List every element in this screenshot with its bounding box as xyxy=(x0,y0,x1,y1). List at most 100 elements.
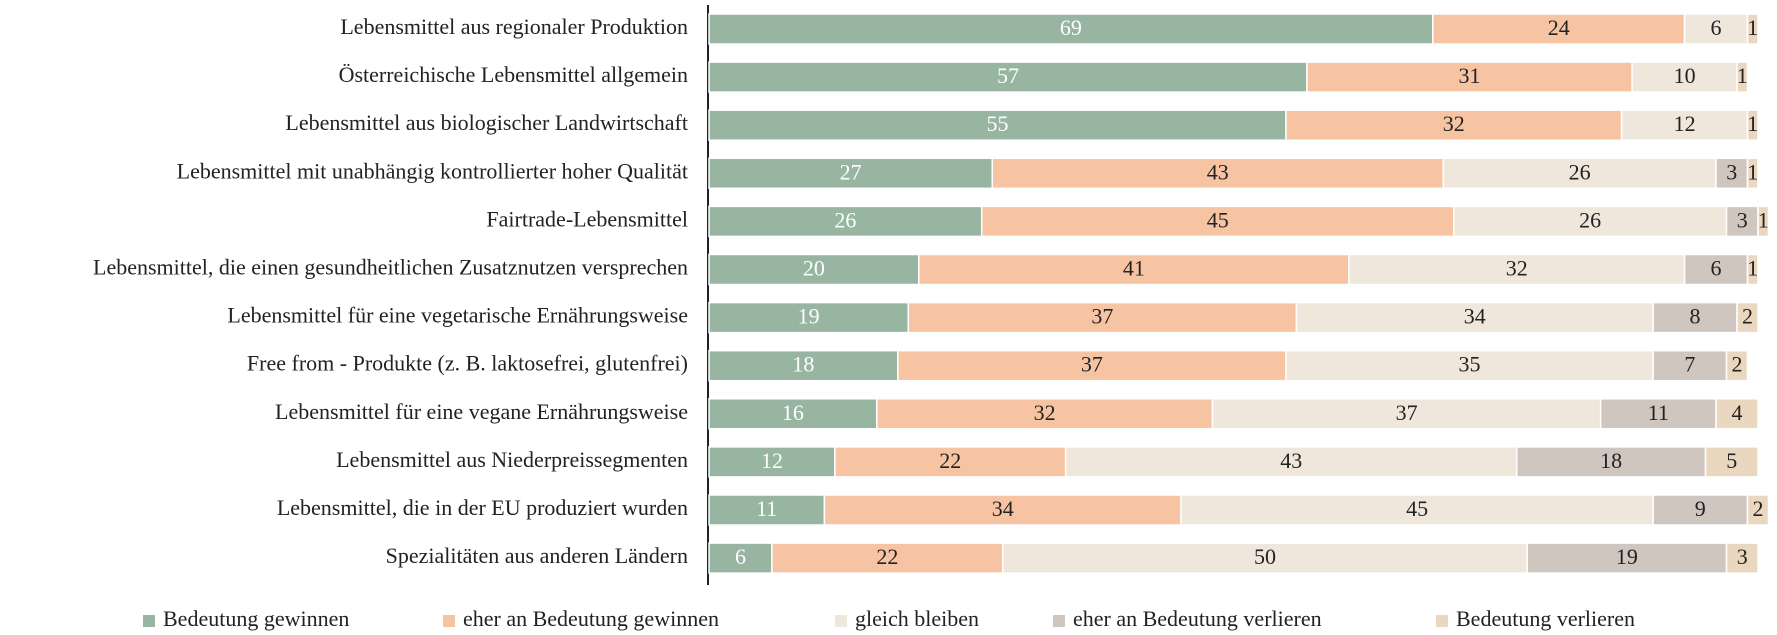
bar-segment xyxy=(1001,542,1528,574)
category-label: Lebensmittel für eine vegane Ernährungsw… xyxy=(275,399,688,424)
legend-label: eher an Bedeutung verlieren xyxy=(1073,606,1322,631)
value-label: 4 xyxy=(1732,400,1743,425)
bar-segment xyxy=(1683,253,1749,286)
bar-segment xyxy=(897,349,1287,382)
bar-segment xyxy=(834,446,1067,478)
legend-swatch xyxy=(1053,615,1065,627)
bar-segment xyxy=(1620,109,1749,141)
value-label: 24 xyxy=(1548,15,1570,40)
value-label: 22 xyxy=(876,544,898,569)
value-label: 26 xyxy=(1569,159,1591,184)
bar-segment xyxy=(708,446,836,478)
category-label: Lebensmittel aus biologischer Landwirtsc… xyxy=(285,110,688,135)
value-label: 10 xyxy=(1674,63,1696,88)
bar-segment xyxy=(1746,157,1759,190)
bar-segment xyxy=(980,205,1455,238)
bar-segment xyxy=(1285,109,1623,141)
bar-segment xyxy=(708,61,1308,93)
bar-segment xyxy=(1599,398,1717,430)
value-label: 1 xyxy=(1747,159,1758,184)
bar-segment xyxy=(991,157,1445,190)
value-label: 6 xyxy=(735,544,746,569)
value-label: 26 xyxy=(834,207,856,232)
bar-segment xyxy=(1515,446,1707,478)
bar-segment xyxy=(1725,349,1749,382)
bar-segment xyxy=(1631,61,1738,93)
bar-segment xyxy=(1442,157,1717,190)
bar-segment xyxy=(1453,205,1728,238)
legend-label: Bedeutung gewinnen xyxy=(163,606,349,631)
value-label: 9 xyxy=(1695,496,1706,521)
bar-segment xyxy=(708,253,920,286)
bar-segment xyxy=(1526,542,1728,574)
value-label: 31 xyxy=(1459,63,1481,88)
value-label: 55 xyxy=(986,111,1008,136)
bar-segment xyxy=(1725,542,1759,574)
bar-segment xyxy=(708,349,899,382)
legend-label: eher an Bedeutung gewinnen xyxy=(463,606,719,631)
value-label: 1 xyxy=(1737,63,1748,88)
value-label: 32 xyxy=(1034,400,1056,425)
category-label: Lebensmittel, die einen gesundheitlichen… xyxy=(93,255,688,280)
legend-label: Bedeutung verlieren xyxy=(1456,606,1635,631)
bar-segment xyxy=(1746,13,1759,45)
value-label: 37 xyxy=(1091,304,1113,329)
bar-segment xyxy=(1211,398,1602,430)
value-label: 43 xyxy=(1207,159,1229,184)
bar-segment xyxy=(1715,398,1759,430)
bar-segment xyxy=(1306,61,1633,93)
value-label: 12 xyxy=(1674,111,1696,136)
value-label: 34 xyxy=(1464,304,1486,329)
bar-segment xyxy=(1725,205,1759,238)
value-label: 19 xyxy=(798,304,820,329)
bar-segment xyxy=(1652,349,1728,382)
value-label: 18 xyxy=(1600,448,1622,473)
category-label: Free from - Produkte (z. B. laktosefrei,… xyxy=(247,351,688,376)
value-label: 37 xyxy=(1396,400,1418,425)
value-label: 3 xyxy=(1726,159,1737,184)
bar-segment xyxy=(1757,205,1770,238)
bar-segment xyxy=(1736,301,1759,334)
value-label: 27 xyxy=(840,159,862,184)
bar-segment xyxy=(1736,61,1749,93)
bar-segment xyxy=(1715,157,1749,190)
value-label: 2 xyxy=(1742,304,1753,329)
value-label: 6 xyxy=(1711,15,1722,40)
value-label: 1 xyxy=(1747,256,1758,281)
legend-swatch xyxy=(835,615,847,627)
value-label: 45 xyxy=(1207,207,1229,232)
category-label: Lebensmittel, die in der EU produziert w… xyxy=(277,495,688,520)
value-label: 45 xyxy=(1406,496,1428,521)
category-label: Lebensmittel aus regionaler Produktion xyxy=(340,14,688,39)
value-label: 16 xyxy=(782,400,804,425)
category-label: Spezialitäten aus anderen Ländern xyxy=(386,543,688,568)
value-label: 26 xyxy=(1579,207,1601,232)
bar-segment xyxy=(918,253,1350,286)
bar-segment xyxy=(708,542,773,574)
value-label: 6 xyxy=(1711,256,1722,281)
value-label: 11 xyxy=(756,496,777,521)
value-label: 1 xyxy=(1758,207,1769,232)
bar-segment xyxy=(1746,494,1770,526)
bar-segment xyxy=(1746,253,1759,286)
bar-segment xyxy=(708,109,1287,141)
value-label: 19 xyxy=(1616,544,1638,569)
value-label: 37 xyxy=(1081,352,1103,377)
bar-segment xyxy=(1683,13,1749,45)
category-label: Lebensmittel aus Niederpreissegmenten xyxy=(336,447,688,472)
value-label: 3 xyxy=(1737,544,1748,569)
value-label: 2 xyxy=(1753,496,1764,521)
value-label: 34 xyxy=(992,496,1014,521)
bar-segment xyxy=(1180,494,1654,526)
value-label: 32 xyxy=(1506,256,1528,281)
bar-segment xyxy=(1704,446,1759,478)
bar-segment xyxy=(1746,109,1759,141)
value-label: 3 xyxy=(1737,207,1748,232)
legend-swatch xyxy=(143,615,155,627)
legend-swatch xyxy=(1436,615,1448,627)
bar-segment xyxy=(708,494,826,526)
value-label: 20 xyxy=(803,256,825,281)
bar-segment xyxy=(1295,301,1654,334)
value-label: 18 xyxy=(792,352,814,377)
